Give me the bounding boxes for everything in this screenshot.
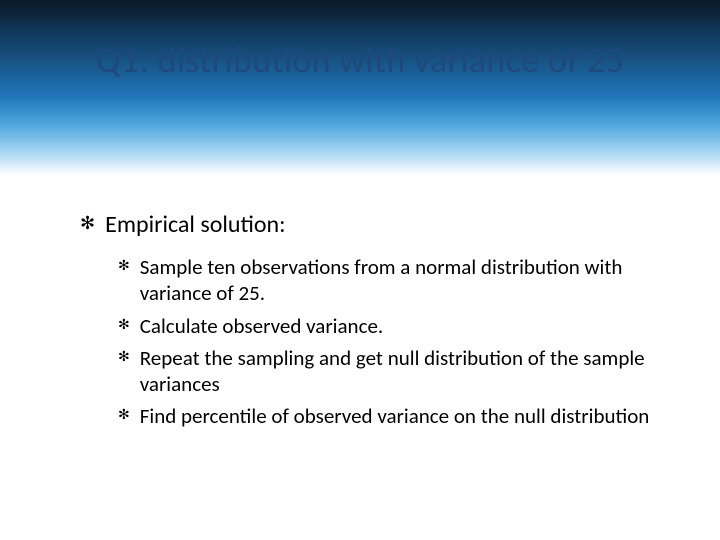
bullet-level2-text: Find percentile of observed variance on …: [140, 403, 660, 429]
bullet-level2-text: Calculate observed variance.: [140, 313, 660, 339]
bullet-level2-text: Sample ten observations from a normal di…: [140, 254, 660, 307]
bullet-level1-text: Empirical solution:: [105, 210, 660, 240]
asterisk-icon: ✻: [118, 403, 130, 421]
bullet-level2: ✻ Repeat the sampling and get null distr…: [118, 345, 660, 398]
slide-title: Q1: distribution with variance of 25: [0, 38, 720, 82]
asterisk-icon: ✻: [118, 254, 130, 272]
asterisk-icon: ✻: [118, 313, 130, 331]
bullet-level2: ✻ Calculate observed variance.: [118, 313, 660, 339]
slide-container: Q1: distribution with variance of 25 ✻ E…: [0, 0, 720, 540]
slide-content: ✻ Empirical solution: ✻ Sample ten obser…: [80, 210, 660, 436]
header-gradient-band: [0, 0, 720, 175]
asterisk-icon: ✻: [118, 345, 130, 363]
bullet-level2: ✻ Sample ten observations from a normal …: [118, 254, 660, 307]
bullet-level2-text: Repeat the sampling and get null distrib…: [140, 345, 660, 398]
bullet-level2: ✻ Find percentile of observed variance o…: [118, 403, 660, 429]
bullet-level1: ✻ Empirical solution:: [80, 210, 660, 240]
asterisk-icon: ✻: [80, 210, 95, 232]
